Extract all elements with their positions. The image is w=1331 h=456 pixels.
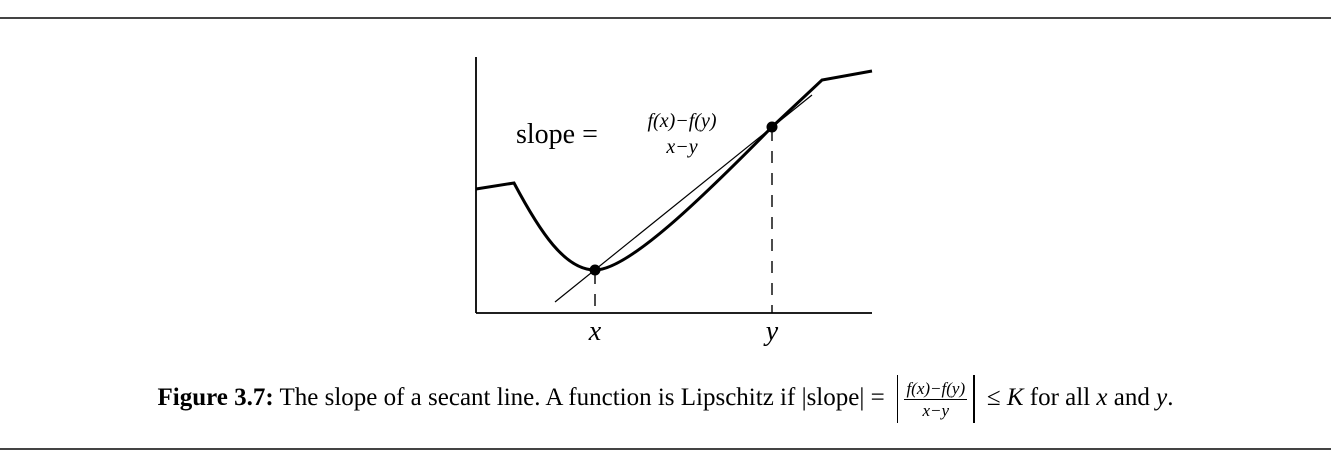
caption-frac-numerator: f(x)−f(y) (904, 378, 968, 400)
function-curve (475, 69, 873, 272)
point-y (766, 121, 778, 133)
caption-text-5: . (1167, 384, 1174, 411)
caption-text-1: The slope of a secant line. A function i… (273, 384, 891, 411)
caption-y: y (1156, 384, 1168, 411)
slope-numerator: f(x)−f(y) (647, 110, 716, 132)
caption-frac-denominator: x−y (922, 400, 950, 420)
caption-text-4: and (1107, 384, 1157, 411)
point-x (589, 264, 601, 276)
caption-text-2: ≤ (980, 384, 1007, 411)
caption-text-3: for all (1023, 384, 1097, 411)
y-tick-label: y (763, 316, 779, 347)
caption-x: x (1096, 384, 1108, 411)
top-rule (0, 17, 1331, 19)
slope-denominator: x−y (665, 136, 697, 158)
caption-K: K (1006, 384, 1024, 411)
abs-bar-left (896, 375, 899, 424)
abs-bar-right (973, 375, 975, 424)
caption-fraction: f(x)−f(y) x−y (904, 378, 968, 421)
slope-label: slope = (516, 119, 598, 150)
x-tick-label: x (588, 316, 602, 347)
figure-label: Figure 3.7: (157, 384, 274, 411)
bottom-rule (0, 448, 1331, 450)
figure-caption: Figure 3.7: The slope of a secant line. … (0, 373, 1331, 424)
